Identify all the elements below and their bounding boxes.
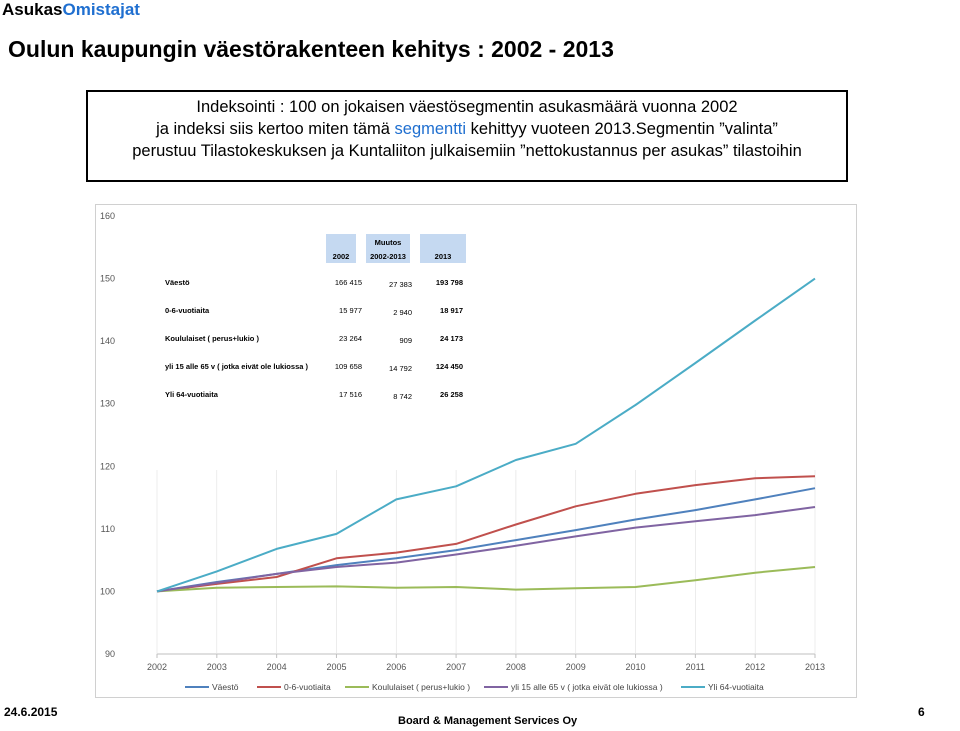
table-cell-2002: 17 516: [339, 390, 362, 399]
series-line: [156, 506, 816, 593]
data-table: 2002 Muutos 2002-2013 2013 Väestö 166 415…: [165, 234, 466, 401]
table-cell-2002: 166 415: [335, 278, 362, 287]
legend: Väestö 0-6-vuotiaita Koululaiset ( perus+l…: [185, 682, 764, 692]
y-tick-label: 90: [105, 649, 115, 659]
x-tick-label: 2003: [207, 662, 227, 672]
x-tick-label: 2011: [686, 662, 705, 672]
table-cell-change: 909: [399, 336, 412, 345]
legend-label: Koululaiset ( perus+lukio ): [372, 682, 470, 692]
table-cell-change: 14 792: [389, 364, 412, 373]
legend-label: Yli 64-vuotiaita: [708, 682, 764, 692]
table-header-change-label: Muutos: [375, 238, 402, 247]
x-tick-label: 2005: [326, 662, 346, 672]
table-cell-2013: 193 798: [436, 278, 463, 287]
series-line: [156, 475, 816, 593]
table-row-label: Koululaiset ( perus+lukio ): [165, 334, 259, 343]
y-tick-label: 150: [100, 274, 115, 284]
legend-label: Väestö: [212, 682, 239, 692]
series-lines: [156, 277, 816, 593]
y-tick-label: 140: [100, 336, 115, 346]
x-tick-label: 2004: [267, 662, 287, 672]
series-line: [156, 487, 816, 593]
table-cell-change: 8 742: [393, 392, 412, 401]
table-row-label: Väestö: [165, 278, 190, 287]
y-tick-label: 130: [100, 399, 115, 409]
table-header-2013-label: 2013: [435, 252, 452, 261]
table-cell-2013: 24 173: [440, 334, 463, 343]
table-cell-change: 27 383: [389, 280, 412, 289]
legend-label: 0-6-vuotiaita: [284, 682, 331, 692]
y-tick-label: 160: [100, 211, 115, 221]
info-highlight: segmentti: [394, 120, 467, 138]
page-number: 6: [918, 705, 925, 719]
x-axis: 2002 2003 2004 2005 2006 2007 2008 2009 2010 2011…: [147, 470, 825, 672]
table-row-label: 0-6-vuotiaita: [165, 306, 210, 315]
series-line: [156, 277, 816, 593]
table-header-2002-label: 2002: [333, 252, 350, 261]
y-tick-label: 100: [100, 586, 115, 596]
x-tick-label: 2007: [446, 662, 466, 672]
table-cell-2002: 23 264: [339, 334, 362, 343]
x-tick-label: 2002: [147, 662, 167, 672]
x-tick-label: 2006: [386, 662, 406, 672]
x-tick-label: 2012: [745, 662, 765, 672]
y-axis: 90 100 110 120 130 140 150 160: [100, 211, 115, 659]
legend-label: yli 15 alle 65 v ( jotka eivät ole lukio…: [511, 682, 663, 692]
table-cell-change: 2 940: [393, 308, 412, 317]
series-line: [156, 566, 816, 593]
page-title: Oulun kaupungin väestörakenteen kehitys …: [8, 36, 614, 62]
table-header-change-period: 2002-2013: [370, 252, 406, 261]
table-cell-2002: 109 658: [335, 362, 362, 371]
table-cell-2013: 124 450: [436, 362, 463, 371]
info-line-3: perustuu Tilastokeskuksen ja Kuntaliiton…: [132, 142, 802, 160]
info-line-1: Indeksointi : 100 on jokaisen väestösegm…: [196, 98, 738, 116]
table-row-label: Yli 64-vuotiaita: [165, 390, 219, 399]
y-tick-label: 120: [100, 461, 115, 471]
table-header-change: [366, 234, 410, 263]
table-cell-2002: 15 977: [339, 306, 362, 315]
y-tick-label: 110: [101, 524, 115, 534]
info-box: Indeksointi : 100 on jokaisen väestösegm…: [86, 90, 848, 182]
brand-part1: Asukas: [2, 0, 63, 19]
brand-part2: Omistajat: [62, 0, 140, 19]
footer-date: 24.6.2015: [4, 705, 58, 719]
info-line-2b: kehittyy vuoteen 2013.Segmentin ”valinta…: [466, 120, 778, 138]
info-line-2: ja indeksi siis kertoo miten tämä segmen…: [88, 118, 846, 140]
x-tick-label: 2009: [566, 662, 586, 672]
x-tick-label: 2010: [626, 662, 646, 672]
table-cell-2013: 26 258: [440, 390, 463, 399]
footer-company: Board & Management Services Oy: [398, 715, 578, 727]
brand-logo: AsukasOmistajat: [2, 0, 140, 20]
info-line-2a: ja indeksi siis kertoo miten tämä: [156, 120, 395, 138]
x-tick-label: 2008: [506, 662, 526, 672]
table-row-label: yli 15 alle 65 v ( jotka eivät ole lukio…: [165, 362, 308, 371]
x-tick-label: 2013: [805, 662, 825, 672]
table-cell-2013: 18 917: [440, 306, 463, 315]
table-header-2013: [420, 234, 466, 263]
chart-frame: [95, 204, 857, 698]
table-header-2002: [326, 234, 356, 263]
